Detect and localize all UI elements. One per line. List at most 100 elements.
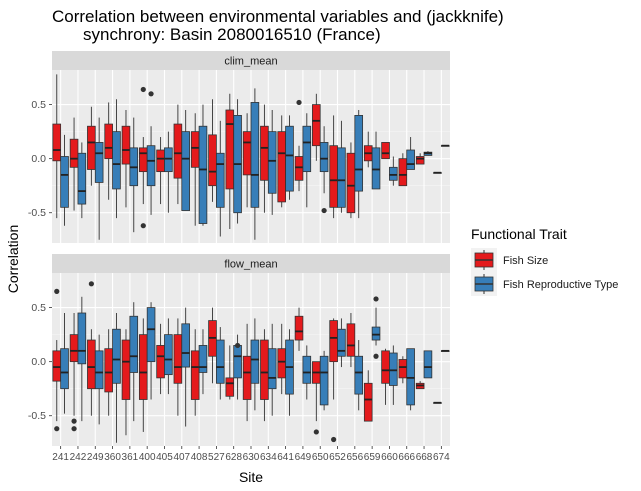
box-body (104, 123, 113, 160)
box-site-241-fish-size (52, 74, 62, 219)
box-body (87, 339, 96, 390)
box-site-630-fish-reproductive-type (250, 318, 260, 411)
box-body (319, 142, 329, 173)
box-body (146, 307, 156, 363)
outlier-point (373, 353, 379, 359)
facet-strip-label: flow_mean (224, 259, 277, 271)
chart-title-line-1: Correlation between environmental variab… (52, 7, 504, 26)
box-site-408-fish-size (190, 329, 200, 416)
x-tick-label: 242 (70, 452, 87, 463)
box-body (60, 348, 69, 390)
box-body (371, 147, 381, 190)
box-body (267, 348, 277, 390)
box-body (198, 125, 208, 224)
box-site-656-fish-size (346, 142, 356, 219)
box-site-634-fish-reproductive-type (267, 323, 277, 416)
box-body (173, 334, 183, 384)
x-tick-label: 649 (295, 452, 312, 463)
box-site-641-fish-reproductive-type (285, 115, 294, 200)
box-body (138, 147, 148, 173)
x-tick-label: 652 (329, 452, 346, 463)
box-body (389, 352, 398, 386)
outlier-point (373, 296, 379, 302)
x-tick-label: 650 (312, 452, 329, 463)
box-body (346, 323, 356, 357)
box-body (77, 152, 87, 205)
box-body (371, 326, 381, 341)
outlier-point (321, 207, 327, 214)
box-body (94, 142, 104, 183)
box-site-650-fish-size (312, 93, 321, 161)
outlier-point (88, 281, 94, 287)
facet-panels: clim_mean 0.5 0.0 -0.5 flow_mean 0.5 0.0 -0.5 (28, 51, 450, 446)
facet-panel-flow_mean: flow_mean 0.5 0.0 -0.5 (28, 254, 450, 446)
box-site-666-fish-reproductive-type (406, 348, 415, 411)
box-body (121, 125, 131, 165)
outlier-point (71, 426, 77, 432)
y-tick-label: 0.5 (31, 99, 46, 111)
legend-item-fish-size: Fish Size (471, 248, 548, 272)
box-body (104, 348, 113, 393)
box-body (294, 156, 304, 181)
box-body (354, 355, 364, 395)
box-site-652-fish-reproductive-type (337, 318, 346, 368)
box-body (208, 134, 217, 187)
box-site-652-fish-size (329, 318, 338, 443)
box-body (250, 102, 260, 208)
x-tick-label: 630 (243, 452, 260, 463)
box-site-360-fish-reproductive-type (112, 313, 121, 443)
box-body (156, 149, 165, 173)
box-body (215, 152, 225, 208)
box-site-659-fish-size (363, 370, 373, 422)
box-site-649-fish-reproductive-type (302, 113, 312, 208)
box-body (267, 131, 277, 194)
box-site-660-fish-size (381, 142, 390, 160)
box-body (260, 339, 269, 400)
box-body (60, 156, 69, 208)
legend-label: Fish Size (503, 255, 548, 267)
box-site-656-fish-reproductive-type (354, 110, 364, 219)
box-body (242, 131, 252, 176)
box-site-241-fish-reproductive-type (60, 313, 69, 414)
facet-strip (52, 254, 450, 273)
x-tick-label: 674 (433, 452, 450, 463)
box-body (260, 125, 269, 181)
box-site-674-fish-size (433, 401, 442, 404)
x-tick-label: 241 (52, 452, 69, 463)
box-site-649-fish-reproductive-type (302, 345, 312, 400)
box-body (389, 166, 398, 181)
x-tick-label: 249 (87, 452, 104, 463)
box-site-660-fish-reproductive-type (389, 156, 398, 186)
outlier-point (331, 436, 337, 443)
box-body (354, 115, 364, 192)
x-tick-label: 360 (104, 452, 121, 463)
outlier-point (148, 91, 154, 97)
box-body (277, 348, 287, 379)
box-site-641-fish-reproductive-type (285, 329, 294, 416)
x-axis-label: Site (239, 469, 263, 485)
box-body (302, 125, 312, 173)
box-site-650-fish-reproductive-type (319, 126, 329, 214)
box-body (381, 350, 390, 384)
box-site-527-fish-reproductive-type (215, 120, 225, 237)
legend: Functional Trait Fish Size Fish Reproduc… (471, 226, 618, 296)
box-body (329, 320, 338, 363)
box-site-249-fish-reproductive-type (94, 117, 104, 240)
box-site-407-fish-size (173, 318, 183, 416)
facet-strip (52, 51, 450, 70)
box-body (415, 156, 425, 165)
outlier-point (71, 418, 77, 424)
box-site-249-fish-reproductive-type (94, 334, 104, 425)
box-site-407-fish-reproductive-type (181, 307, 190, 427)
box-site-628-fish-size (225, 345, 235, 400)
box-body (138, 334, 148, 400)
outlier-point (140, 86, 146, 93)
box-body (77, 312, 87, 365)
outlier-point (140, 223, 146, 229)
box-site-242-fish-reproductive-type (77, 142, 87, 219)
box-body (112, 131, 121, 190)
x-tick-label: 408 (191, 452, 208, 463)
box-site-659-fish-reproductive-type (371, 296, 381, 359)
x-tick-label: 628 (225, 452, 242, 463)
outlier-point (234, 342, 241, 349)
